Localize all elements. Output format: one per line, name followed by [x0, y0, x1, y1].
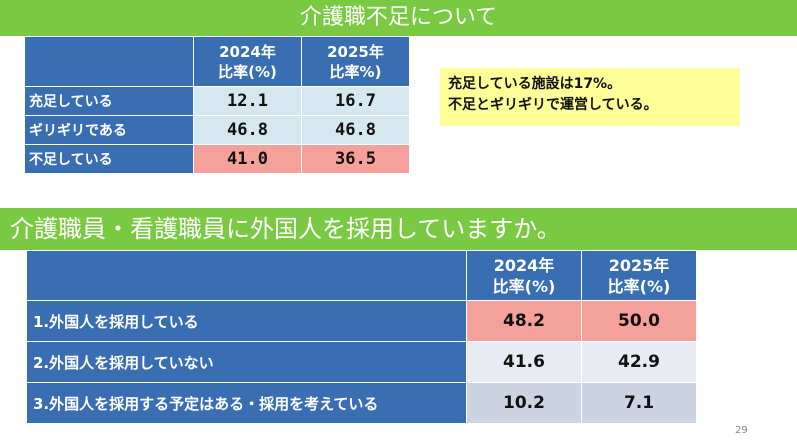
staff-shortage-table: 2024年 比率(%) 2025年 比率%) 充足している 12.1 16.7 …: [24, 36, 410, 174]
value-2025: 7.1: [581, 382, 697, 424]
header-2024: 2024年 比率(%): [466, 250, 582, 301]
value-2025: 36.5: [301, 144, 410, 174]
row-label: 2.外国人を採用していない: [26, 341, 467, 383]
value-2024: 10.2: [466, 382, 582, 424]
row-label: ギリギリである: [24, 115, 194, 145]
value-2024: 12.1: [193, 86, 302, 116]
header-2024: 2024年 比率(%): [193, 36, 302, 87]
summary-note-line1: 充足している施設は17%。: [448, 76, 622, 92]
table-row: 不足している 41.0 36.5: [24, 144, 410, 174]
section1-title: 介護職不足について: [299, 5, 498, 30]
value-2025: 50.0: [581, 300, 697, 342]
row-label: 1.外国人を採用している: [26, 300, 467, 342]
table-header-row: 2024年 比率(%) 2025年 比率(%): [26, 250, 697, 301]
table-row: 1.外国人を採用している 48.2 50.0: [26, 300, 697, 342]
value-2025: 16.7: [301, 86, 410, 116]
summary-note-line2: 不足とギリギリで運営している。: [448, 97, 658, 113]
row-label: 充足している: [24, 86, 194, 116]
section2-title-banner: 介護職員・看護職員に外国人を採用していますか。: [0, 208, 797, 250]
value-2024: 41.0: [193, 144, 302, 174]
value-2025: 42.9: [581, 341, 697, 383]
table-header-row: 2024年 比率(%) 2025年 比率%): [24, 36, 410, 87]
value-2024: 46.8: [193, 115, 302, 145]
foreign-hiring-table: 2024年 比率(%) 2025年 比率(%) 1.外国人を採用している 48.…: [26, 250, 697, 424]
value-2024: 41.6: [466, 341, 582, 383]
header-2025: 2025年 比率(%): [581, 250, 697, 301]
table-row: ギリギリである 46.8 46.8: [24, 115, 410, 145]
value-2024: 48.2: [466, 300, 582, 342]
value-2025: 46.8: [301, 115, 410, 145]
header-corner: [26, 250, 467, 301]
table-row: 3.外国人を採用する予定はある・採用を考えている 10.2 7.1: [26, 382, 697, 424]
page-number: 29: [735, 425, 748, 436]
row-label: 不足している: [24, 144, 194, 174]
table-row: 充足している 12.1 16.7: [24, 86, 410, 116]
header-corner: [24, 36, 194, 87]
section1-title-banner: 介護職不足について: [0, 0, 797, 36]
row-label: 3.外国人を採用する予定はある・採用を考えている: [26, 382, 467, 424]
table-row: 2.外国人を採用していない 41.6 42.9: [26, 341, 697, 383]
summary-note: 充足している施設は17%。 不足とギリギリで運営している。: [440, 68, 740, 126]
header-2025: 2025年 比率%): [301, 36, 410, 87]
section2-title: 介護職員・看護職員に外国人を採用していますか。: [10, 215, 561, 243]
